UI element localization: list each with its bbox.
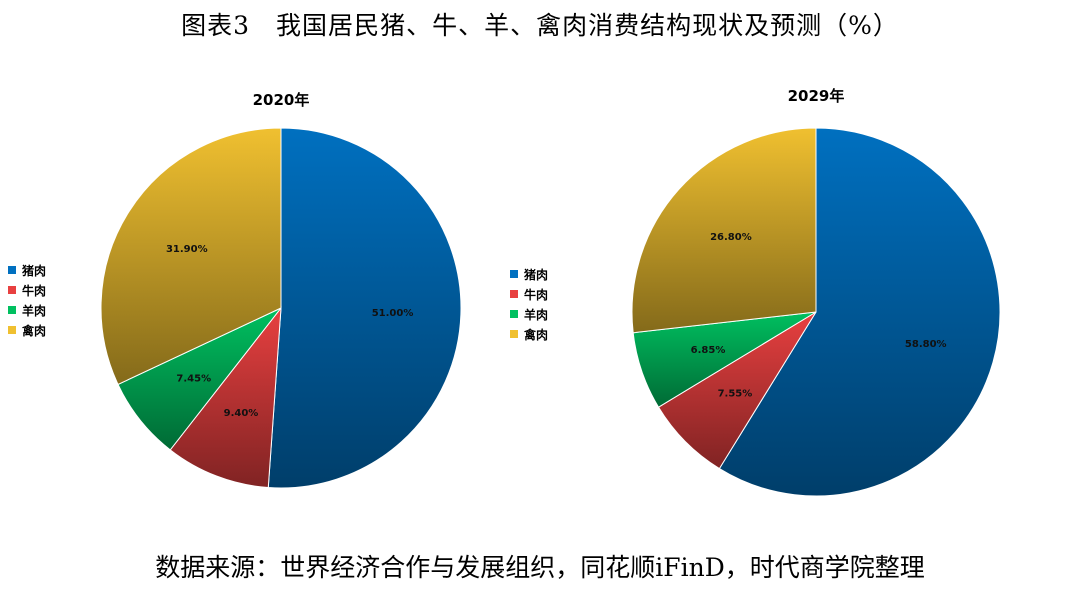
- legend-item-beef: 牛肉: [510, 284, 548, 304]
- pie-chart-2020-svg: 2020年 51.00% 9.40% 7.45% 31.90%: [100, 91, 462, 489]
- legend-item-poultry: 禽肉: [8, 320, 46, 340]
- data-label-poultry: 31.90%: [166, 244, 208, 255]
- legend-swatch: [510, 310, 518, 318]
- pie-chart-2029: 2029年 58.80% 7.55% 6.85% 26.80% 猪肉牛肉羊肉禽肉: [500, 80, 1060, 520]
- legend-item-pork: 猪肉: [510, 264, 548, 284]
- data-label-beef: 9.40%: [224, 408, 259, 419]
- legend-swatch: [8, 286, 16, 294]
- legend-swatch: [510, 290, 518, 298]
- legend-label: 羊肉: [524, 307, 549, 322]
- figure-source: 数据来源：世界经济合作与发展组织，同花顺iFinD，时代商学院整理: [155, 553, 925, 582]
- pie-slice-pork: [718, 127, 1001, 497]
- legend-label: 猪肉: [524, 267, 549, 282]
- legend-swatch: [8, 326, 16, 334]
- legend-swatch: [510, 270, 518, 278]
- pie-slice-beef: [169, 306, 282, 489]
- legend-label: 猪肉: [22, 263, 47, 278]
- legend-2029: 猪肉 牛肉 羊肉 禽肉: [510, 264, 548, 344]
- legend-swatch: [8, 306, 16, 314]
- legend-item-pork: 猪肉: [8, 260, 46, 280]
- legend-item-poultry: 禽肉: [510, 324, 548, 344]
- chart-title: 2029年: [788, 87, 845, 105]
- legend-swatch: [510, 330, 518, 338]
- pie-slice-pork: [267, 127, 462, 489]
- pie-slice-poultry: [100, 127, 282, 386]
- data-label-pork: 51.00%: [372, 308, 414, 319]
- legend-label: 禽肉: [524, 327, 549, 342]
- legend-label: 禽肉: [22, 323, 47, 338]
- data-label-mutton: 6.85%: [691, 345, 726, 356]
- legend-item-mutton: 羊肉: [510, 304, 548, 324]
- pie-slice-poultry: [631, 127, 817, 334]
- data-label-beef: 7.55%: [718, 388, 753, 399]
- legend-label: 牛肉: [22, 283, 47, 298]
- data-label-pork: 58.80%: [905, 339, 947, 350]
- legend-swatch: [8, 266, 16, 274]
- pie-chart-2029-svg: 2029年 58.80% 7.55% 6.85% 26.80%: [631, 87, 1001, 497]
- chart-title: 2020年: [253, 91, 310, 109]
- legend-item-mutton: 羊肉: [8, 300, 46, 320]
- data-label-poultry: 26.80%: [710, 232, 752, 243]
- legend-2020: 猪肉 牛肉 羊肉 禽肉: [8, 260, 46, 340]
- data-label-mutton: 7.45%: [176, 374, 211, 385]
- pie-chart-2020: 2020年 51.00% 9.40% 7.45% 31.90% 猪肉牛肉羊肉禽肉: [0, 80, 540, 520]
- legend-label: 羊肉: [22, 303, 47, 318]
- legend-item-beef: 牛肉: [8, 280, 46, 300]
- figure-title: 图表3 我国居民猪、牛、羊、禽肉消费结构现状及预测（%）: [181, 11, 899, 40]
- legend-label: 牛肉: [524, 287, 549, 302]
